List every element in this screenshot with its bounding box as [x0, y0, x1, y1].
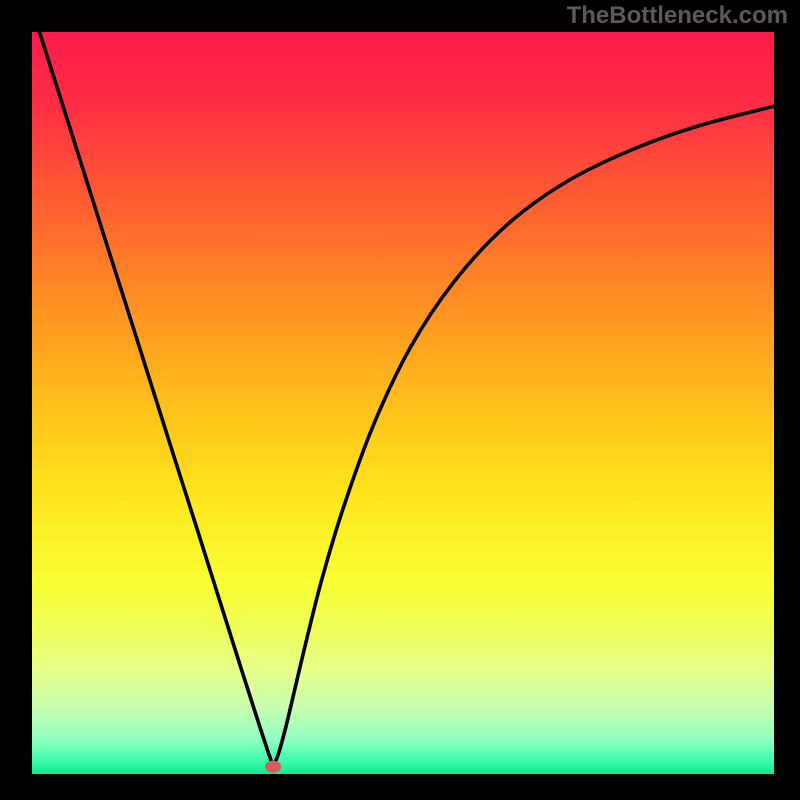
- plot-area: [32, 32, 774, 774]
- bottleneck-curve: [32, 32, 774, 774]
- v-curve-line: [39, 32, 774, 767]
- optimal-point-marker: [265, 761, 281, 773]
- watermark-text: TheBottleneck.com: [567, 2, 788, 30]
- chart-container: TheBottleneck.com: [0, 0, 800, 800]
